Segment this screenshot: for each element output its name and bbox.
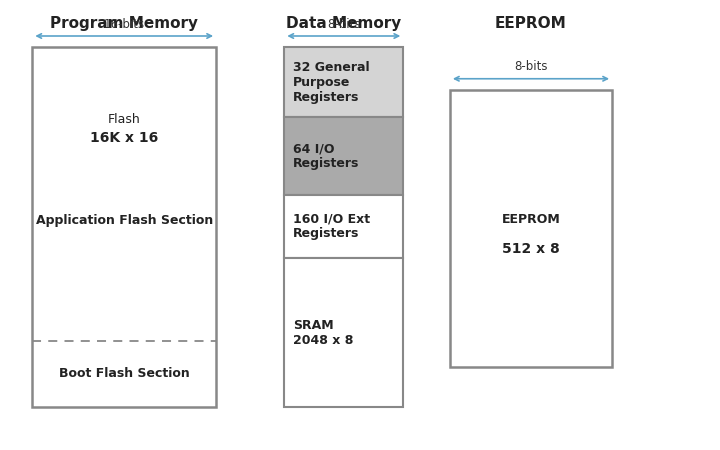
Bar xyxy=(284,47,403,117)
Text: 8-bits: 8-bits xyxy=(327,18,361,31)
Bar xyxy=(32,47,216,407)
Text: Boot Flash Section: Boot Flash Section xyxy=(59,367,189,379)
Text: 16-bits: 16-bits xyxy=(104,18,145,31)
Text: EEPROM: EEPROM xyxy=(495,16,567,31)
Text: Flash: Flash xyxy=(108,113,140,126)
Text: 8-bits: 8-bits xyxy=(514,60,548,73)
Text: 32 General
Purpose
Registers: 32 General Purpose Registers xyxy=(293,61,369,104)
Text: 64 I/O
Registers: 64 I/O Registers xyxy=(293,142,359,170)
Text: 160 I/O Ext
Registers: 160 I/O Ext Registers xyxy=(293,212,370,240)
Text: Data Memory: Data Memory xyxy=(286,16,402,31)
Bar xyxy=(284,117,403,195)
Bar xyxy=(284,195,403,258)
Text: 16K x 16: 16K x 16 xyxy=(90,130,158,145)
Text: EEPROM: EEPROM xyxy=(502,213,560,226)
Text: SRAM
2048 x 8: SRAM 2048 x 8 xyxy=(293,319,354,346)
Bar xyxy=(284,258,403,407)
Text: Application Flash Section: Application Flash Section xyxy=(35,214,213,226)
Text: 512 x 8: 512 x 8 xyxy=(502,242,560,256)
Bar xyxy=(450,90,612,367)
Text: Program Memory: Program Memory xyxy=(50,16,198,31)
